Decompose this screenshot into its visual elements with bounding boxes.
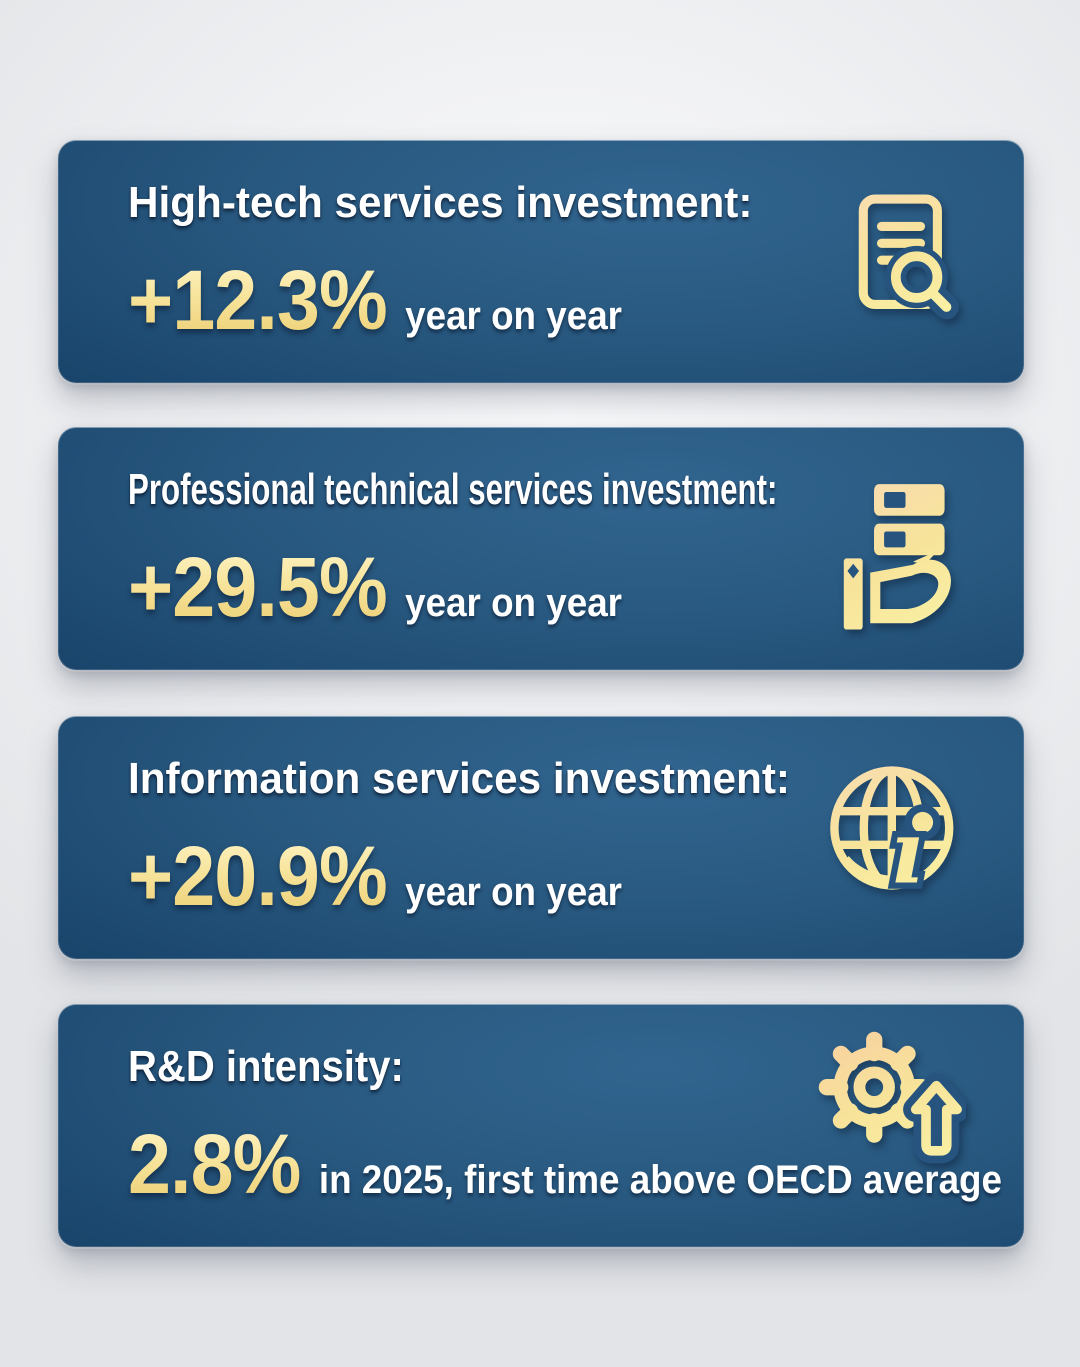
stat-suffix: year on year: [405, 870, 622, 914]
card-title: Information services investment:: [128, 754, 790, 803]
stat-row: 2.8% in 2025, first time above OECD aver…: [128, 1122, 1002, 1206]
stat-suffix: in 2025, first time above OECD average: [318, 1158, 1003, 1202]
document-search-icon: [836, 190, 966, 320]
stat-value: 2.8%: [128, 1117, 301, 1211]
stat-value: +20.9%: [128, 829, 388, 923]
stat-suffix: year on year: [405, 581, 622, 625]
stat-card-high-tech-services: High-tech services investment: +12.3% ye…: [56, 140, 1026, 393]
stat-card-rd-intensity: R&D intensity: 2.8% in 2025, first time …: [56, 1004, 1026, 1257]
stat-card-professional-technical-services: Professional technical services investme…: [56, 427, 1026, 680]
stat-suffix: year on year: [405, 294, 622, 338]
card-title: Professional technical services investme…: [128, 465, 778, 514]
card-title: High-tech services investment:: [128, 178, 753, 227]
stat-row: +29.5% year on year: [128, 545, 622, 629]
stat-row: +20.9% year on year: [128, 834, 622, 918]
stat-value: +12.3%: [128, 253, 388, 347]
stat-value: +29.5%: [128, 540, 388, 634]
card-title: R&D intensity:: [128, 1042, 404, 1091]
svg-text:ı: ı: [890, 802, 923, 898]
hand-holding-servers-icon: [840, 481, 966, 639]
globe-info-icon: ı ı: [826, 758, 966, 898]
stat-card-information-services: Information services investment: +20.9% …: [56, 716, 1026, 969]
svg-text:ı: ı: [890, 802, 923, 898]
stat-row: +12.3% year on year: [128, 258, 622, 342]
gear-up-arrow-icon: [818, 1026, 966, 1178]
